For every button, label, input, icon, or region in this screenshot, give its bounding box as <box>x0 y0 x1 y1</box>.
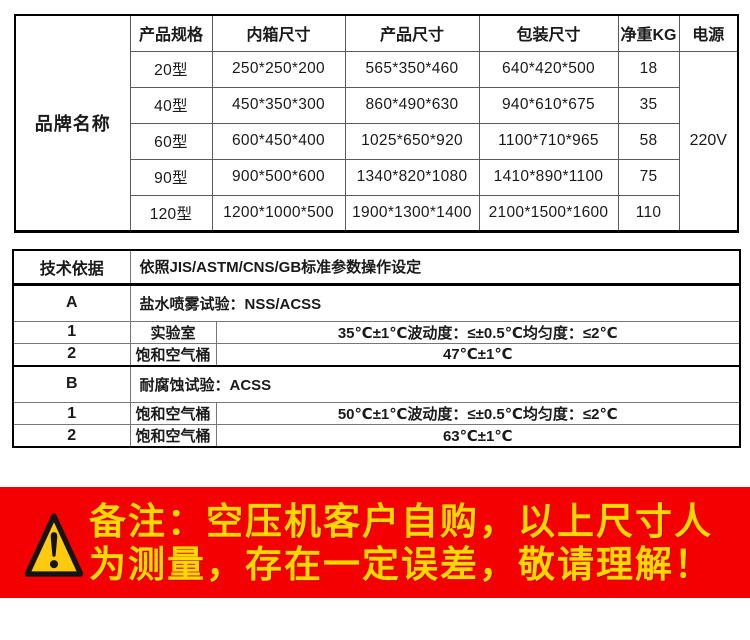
row-id-cell: 1 <box>12 402 131 425</box>
row-id-cell: 2 <box>12 424 131 448</box>
column-header-model: 产品规格 <box>129 14 213 52</box>
product-size-cell: 1025*650*920 <box>344 122 480 160</box>
table-row: 2 饱和空气桶 63℃±1℃ <box>12 424 741 448</box>
net-weight-cell: 35 <box>617 86 680 124</box>
tech-section-row-a: A 盐水喷雾试验：NSS/ACSS <box>12 283 741 322</box>
section-desc-cell: 盐水喷雾试验：NSS/ACSS <box>129 283 741 322</box>
row-place-cell: 饱和空气桶 <box>129 342 217 366</box>
product-size-cell: 1900*1300*1400 <box>344 194 480 232</box>
model-cell: 40型 <box>129 86 213 124</box>
product-size-cell: 860*490*630 <box>344 86 480 124</box>
package-size-cell: 940*610*675 <box>478 86 619 124</box>
inner-size-cell: 1200*1000*500 <box>211 194 346 232</box>
power-cell: 220V <box>678 50 739 232</box>
column-header-net-weight: 净重KG <box>617 14 680 52</box>
section-id-cell: A <box>12 283 131 322</box>
table-row: 60型 600*450*400 1025*650*920 1100*710*96… <box>15 122 738 160</box>
product-size-cell: 565*350*460 <box>344 50 480 88</box>
row-place-cell: 饱和空气桶 <box>129 402 217 425</box>
model-cell: 120型 <box>129 194 213 232</box>
row-id-cell: 1 <box>12 320 131 344</box>
table-row: 20型 250*250*200 565*350*460 640*420*500 … <box>15 50 739 232</box>
inner-size-cell: 600*450*400 <box>211 122 346 160</box>
section-desc-cell: 耐腐蚀试验：ACSS <box>129 364 741 403</box>
row-place-cell: 饱和空气桶 <box>129 424 217 448</box>
table-row: 1 实验室 35℃±1℃波动度：≤±0.5℃均匀度：≤2℃ <box>12 320 741 344</box>
product-spec-table: 品牌名称 产品规格 内箱尺寸 产品尺寸 包装尺寸 净重KG 电源 20型 250… <box>14 14 739 233</box>
spec-header-row: 品牌名称 产品规格 内箱尺寸 产品尺寸 包装尺寸 净重KG 电源 <box>14 14 739 232</box>
tech-header-value: 依照JIS/ASTM/CNS/GB标准参数操作设定 <box>129 249 741 286</box>
notice-line-1: 备注：空压机客户自购，以上尺寸人 <box>89 500 713 542</box>
row-place-cell: 实验室 <box>129 320 217 344</box>
row-value-cell: 63℃±1℃ <box>215 424 741 448</box>
technical-basis-table: 技术依据 依照JIS/ASTM/CNS/GB标准参数操作设定 A 盐水喷雾试验：… <box>12 249 741 448</box>
table-row: 2 饱和空气桶 47℃±1℃ <box>12 342 741 366</box>
package-size-cell: 1410*890*1100 <box>478 158 619 196</box>
notice-line-2: 为测量，存在一定误差，敬请理解！ <box>89 543 713 585</box>
column-header-package-size: 包装尺寸 <box>478 14 619 52</box>
inner-size-cell: 250*250*200 <box>211 50 346 88</box>
row-value-cell: 50℃±1℃波动度：≤±0.5℃均匀度：≤2℃ <box>215 402 741 425</box>
column-header-inner-size: 内箱尺寸 <box>211 14 346 52</box>
package-size-cell: 640*420*500 <box>478 50 619 88</box>
product-size-cell: 1340*820*1080 <box>344 158 480 196</box>
tech-header-row: 技术依据 依照JIS/ASTM/CNS/GB标准参数操作设定 <box>12 249 741 286</box>
model-cell: 60型 <box>129 122 213 160</box>
notice-text: 备注：空压机客户自购，以上尺寸人 为测量，存在一定误差，敬请理解！ <box>89 500 713 586</box>
tech-header-label: 技术依据 <box>12 249 131 286</box>
table-row: 40型 450*350*300 860*490*630 940*610*675 … <box>15 86 738 124</box>
row-value-cell: 35℃±1℃波动度：≤±0.5℃均匀度：≤2℃ <box>215 320 741 344</box>
section-id-cell: B <box>12 364 131 403</box>
notice-banner: 备注：空压机客户自购，以上尺寸人 为测量，存在一定误差，敬请理解！ <box>0 487 750 598</box>
net-weight-cell: 75 <box>617 158 680 196</box>
tech-section-row-b: B 耐腐蚀试验：ACSS <box>12 364 741 403</box>
table-row: 120型 1200*1000*500 1900*1300*1400 2100*1… <box>15 194 738 232</box>
warning-triangle-icon <box>25 512 83 577</box>
table-row: 90型 900*500*600 1340*820*1080 1410*890*1… <box>15 158 738 196</box>
column-header-power: 电源 <box>678 14 739 52</box>
table-row: 1 饱和空气桶 50℃±1℃波动度：≤±0.5℃均匀度：≤2℃ <box>12 402 741 425</box>
row-value-cell: 47℃±1℃ <box>215 342 741 366</box>
net-weight-cell: 18 <box>617 50 680 88</box>
inner-size-cell: 900*500*600 <box>211 158 346 196</box>
net-weight-cell: 110 <box>617 194 680 232</box>
model-cell: 20型 <box>129 50 213 88</box>
package-size-cell: 1100*710*965 <box>478 122 619 160</box>
package-size-cell: 2100*1500*1600 <box>478 194 619 232</box>
inner-size-cell: 450*350*300 <box>211 86 346 124</box>
row-id-cell: 2 <box>12 342 131 366</box>
brand-name-cell: 品牌名称 <box>14 14 131 232</box>
model-cell: 90型 <box>129 158 213 196</box>
net-weight-cell: 58 <box>617 122 680 160</box>
column-header-product-size: 产品尺寸 <box>344 14 480 52</box>
